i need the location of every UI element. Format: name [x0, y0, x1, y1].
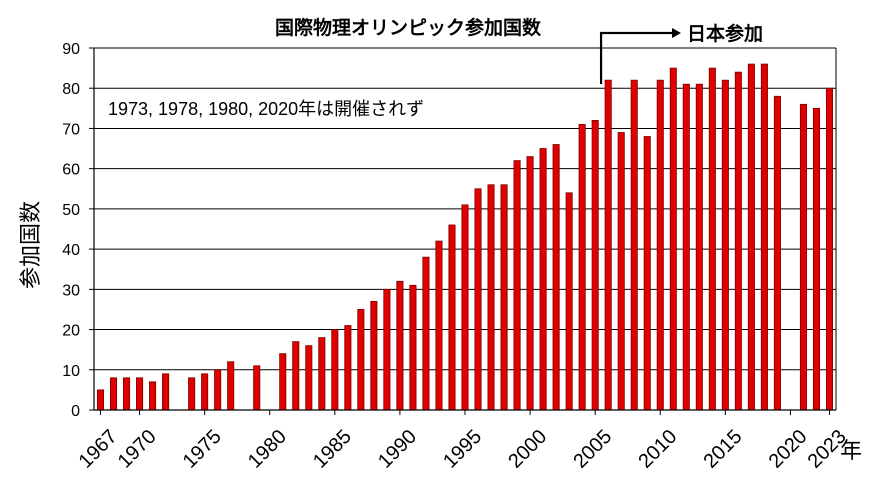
bar-2022 — [812, 107, 820, 411]
bar-1968 — [110, 377, 118, 411]
bar-1990 — [396, 280, 404, 411]
bar-1972 — [162, 373, 170, 411]
bar-1999 — [513, 160, 521, 411]
bar-2018 — [760, 63, 768, 411]
bar-1998 — [500, 184, 508, 411]
bar-1981 — [279, 353, 287, 411]
annotation-text: 1973, 1978, 1980, 2020年は開催されず — [108, 99, 424, 119]
bar-1989 — [383, 288, 391, 411]
bar-2003 — [565, 192, 573, 411]
bar-1985 — [331, 329, 339, 411]
bar-1995 — [461, 204, 469, 411]
bar-2013 — [695, 83, 703, 411]
bar-2017 — [747, 63, 755, 411]
callout-label: 日本参加 — [687, 22, 763, 45]
y-tick-label: 80 — [62, 81, 80, 98]
bar-2000 — [526, 156, 534, 411]
bar-2011 — [669, 67, 677, 411]
bar-1969 — [123, 377, 131, 411]
bar-2004 — [578, 124, 586, 411]
bar-1984 — [318, 337, 326, 411]
y-tick-label: 40 — [62, 242, 80, 259]
bar-1974 — [188, 377, 196, 411]
bar-2005 — [591, 120, 599, 411]
bar-1992 — [422, 256, 430, 411]
y-axis-label: 参加国数 — [19, 201, 44, 289]
bar-2019 — [773, 95, 781, 411]
bar-2009 — [643, 136, 651, 411]
x-tick-label: 2000 — [504, 426, 551, 473]
x-tick-label: 1967 — [75, 426, 122, 473]
x-tick-label: 2015 — [699, 426, 746, 473]
bar-1967 — [96, 389, 105, 411]
bar-1975 — [201, 373, 209, 411]
callout-line — [599, 31, 672, 85]
y-tick-label: 20 — [62, 323, 80, 340]
bar-2021 — [799, 103, 807, 411]
bar-1977 — [227, 361, 235, 411]
bar-1976 — [214, 369, 222, 411]
x-axis-unit-label: 年 — [840, 439, 862, 464]
axes — [93, 47, 837, 411]
y-tick-label: 50 — [62, 202, 80, 219]
y-tick-label: 30 — [62, 282, 80, 299]
bar-1988 — [370, 300, 378, 411]
bar-2015 — [721, 79, 729, 411]
bar-1986 — [344, 325, 352, 411]
y-tick-label: 10 — [62, 363, 80, 380]
x-tick-label: 1980 — [244, 426, 291, 473]
bar-2007 — [617, 132, 625, 411]
bar-1983 — [305, 345, 313, 411]
y-tick-label: 90 — [62, 41, 80, 58]
y-tick-label: 0 — [71, 403, 80, 420]
bar-2014 — [708, 67, 716, 411]
y-axis-ticks: 0 10 20 30 40 50 60 70 80 90 — [62, 41, 94, 420]
bars — [96, 63, 834, 411]
y-tick-label: 70 — [62, 121, 80, 138]
y-tick-label: 60 — [62, 162, 80, 179]
note-background — [102, 95, 482, 123]
x-tick-label: 2010 — [634, 426, 681, 473]
bar-1970 — [136, 377, 144, 411]
bar-2001 — [539, 148, 547, 411]
x-tick-label: 1995 — [439, 426, 486, 473]
callout: 日本参加 — [599, 22, 763, 85]
bar-2023 — [825, 87, 834, 411]
chart-title: 国際物理オリンピック参加国数 — [275, 16, 542, 39]
bar-2006 — [604, 79, 612, 411]
bar-1997 — [487, 184, 495, 411]
bar-1996 — [474, 188, 482, 411]
bar-1993 — [435, 240, 443, 411]
x-tick-label: 1970 — [114, 426, 161, 473]
x-tick-label: 1975 — [179, 426, 226, 473]
x-tick-label: 2005 — [569, 426, 616, 473]
bar-1991 — [409, 284, 417, 411]
bar-2012 — [682, 83, 690, 411]
bar-2016 — [734, 71, 742, 411]
callout-arrowhead — [672, 28, 681, 38]
bar-1979 — [253, 365, 261, 411]
x-tick-label: 1985 — [309, 426, 356, 473]
bar-2008 — [630, 79, 638, 411]
bar-1971 — [149, 381, 157, 411]
x-tick-label: 2020 — [765, 426, 812, 473]
bar-1987 — [357, 309, 365, 411]
bar-2010 — [656, 79, 664, 411]
bar-1982 — [292, 341, 300, 411]
x-tick-label: 1990 — [374, 426, 421, 473]
bar-2002 — [552, 144, 560, 411]
bar-1994 — [448, 224, 456, 411]
